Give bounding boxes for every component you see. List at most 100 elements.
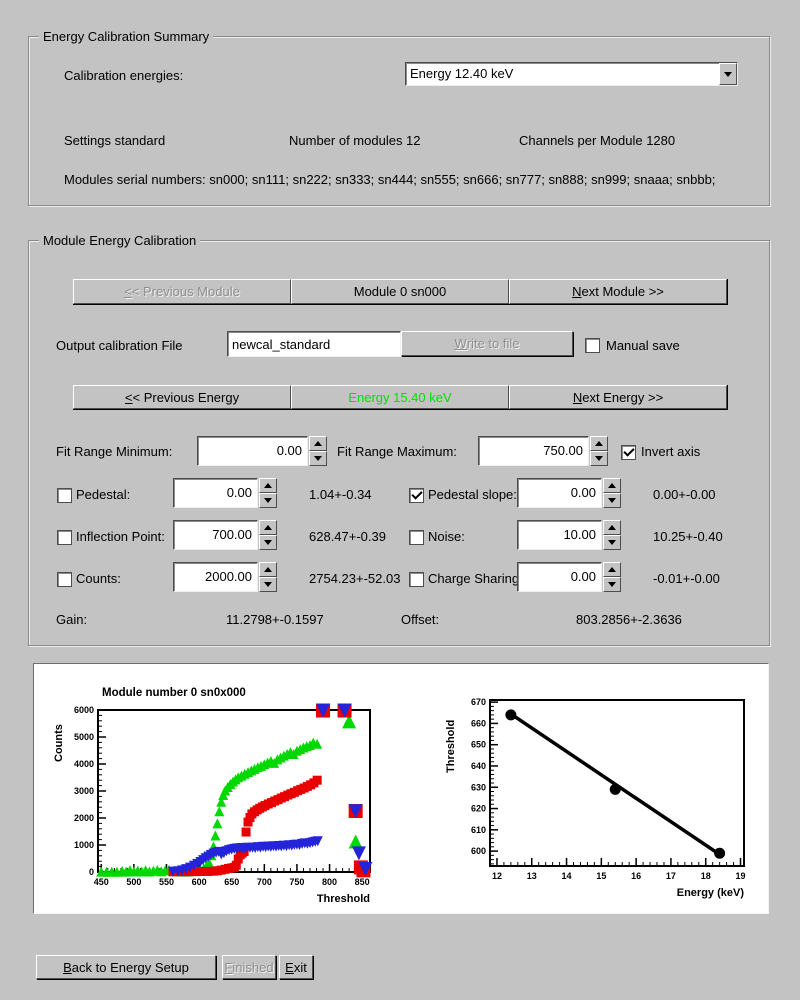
gain-label: Gain: [56,612,88,627]
noise-spinbox: 10.00 [517,520,621,550]
arrow-up-icon [314,441,322,446]
group-title: Energy Calibration Summary [39,29,214,44]
counts-field[interactable]: 2000.00 [173,562,258,592]
previous-module-button[interactable]: < < Previous Module [73,279,291,304]
noise-checkbox[interactable] [409,530,424,545]
gain-value: 11.2798+-0.1597 [226,612,324,627]
inflection-point-spinbox: 700.00 [173,520,277,550]
inflection-point-field[interactable]: 700.00 [173,520,258,550]
pedestal-field[interactable]: 0.00 [173,478,258,508]
svg-text:6000: 6000 [74,705,94,715]
fit-range-min-field[interactable]: 0.00 [197,436,308,466]
noise-field[interactable]: 10.00 [517,520,602,550]
svg-text:5000: 5000 [74,732,94,742]
spin-up-button[interactable] [603,520,621,535]
spin-down-button[interactable] [259,535,277,550]
svg-text:17: 17 [666,871,676,881]
invert-axis-checkbox[interactable] [621,445,636,460]
fit-range-max-spinbox: 750.00 [478,436,608,466]
scurve-chart: 450 500 550 600 650 700 750 800 850 0 1000 2000 3000… [53,687,373,905]
previous-energy-button[interactable]: < < Previous Energy [73,385,291,409]
charge-sharing-checkbox[interactable] [409,572,424,587]
charge-sharing-spinbox: 0.00 [517,562,621,592]
spin-down-button[interactable] [590,451,608,466]
output-file-input[interactable] [227,331,401,357]
inflection-point-label: Inflection Point: [76,529,165,544]
arrow-up-icon [264,567,272,572]
serial-numbers-label: Modules serial numbers: sn000; sn111; sn… [64,172,716,187]
settings-label: Settings standard [64,133,166,148]
svg-text:12: 12 [492,871,502,881]
spin-up-button[interactable] [259,562,277,577]
svg-text:640: 640 [471,761,486,771]
chevron-down-icon [724,71,732,77]
spin-up-button[interactable] [603,562,621,577]
pedestal-slope-result: 0.00+-0.00 [653,487,716,502]
svg-text:800: 800 [322,877,337,887]
pedestal-slope-field[interactable]: 0.00 [517,478,602,508]
current-module-button[interactable]: Module 0 sn000 [291,279,509,304]
svg-text:14: 14 [562,871,572,881]
fit-range-max-field[interactable]: 750.00 [478,436,589,466]
spin-down-button[interactable] [259,577,277,592]
fit-range-max-label: Fit Range Maximum: [337,444,457,459]
svg-text:650: 650 [224,877,239,887]
svg-text:700: 700 [257,877,272,887]
spin-up-button[interactable] [590,436,608,451]
pedestal-result: 1.04+-0.34 [309,487,372,502]
number-of-modules-label: Number of modules 12 [289,133,421,148]
dropdown-arrow-button[interactable] [719,63,737,85]
spin-down-button[interactable] [603,577,621,592]
plot-panel: 450 500 550 600 650 700 750 800 850 0 1000 2000 3000… [33,663,769,914]
manual-save-checkbox[interactable] [585,338,600,353]
noise-label: Noise: [428,529,465,544]
svg-text:660: 660 [471,718,486,728]
svg-text:3000: 3000 [74,786,94,796]
svg-text:630: 630 [471,782,486,792]
group-title: Module Energy Calibration [39,233,201,248]
spin-up-button[interactable] [259,478,277,493]
counts-label: Counts: [76,571,121,586]
energy-calibration-summary-group: Energy Calibration Summary Calibration e… [28,29,770,206]
inflection-point-checkbox[interactable] [57,530,72,545]
spin-up-button[interactable] [309,436,327,451]
fit-range-min-label: Fit Range Minimum: [56,444,173,459]
inflection-point-result: 628.47+-0.39 [309,529,386,544]
svg-text:19: 19 [736,871,746,881]
counts-result: 2754.23+-52.03 [309,571,401,586]
channels-per-module-label: Channels per Module 1280 [519,133,676,148]
arrow-down-icon [595,456,603,461]
spin-down-button[interactable] [603,493,621,508]
spin-up-button[interactable] [603,478,621,493]
spin-down-button[interactable] [259,493,277,508]
pedestal-slope-checkbox[interactable] [409,488,424,503]
spin-up-button[interactable] [259,520,277,535]
counts-checkbox[interactable] [57,572,72,587]
pedestal-checkbox[interactable] [57,488,72,503]
svg-text:16: 16 [631,871,641,881]
counts-spinbox: 2000.00 [173,562,277,592]
current-energy-button[interactable]: Energy 15.40 keV [291,385,509,409]
arrow-down-icon [608,582,616,587]
svg-text:0: 0 [89,867,94,877]
calibration-energy-dropdown[interactable]: Energy 12.40 keV [405,62,738,86]
svg-text:670: 670 [471,697,486,707]
svg-text:13: 13 [527,871,537,881]
fit-range-min-spinbox: 0.00 [197,436,327,466]
spin-down-button[interactable] [309,451,327,466]
charge-sharing-field[interactable]: 0.00 [517,562,602,592]
arrow-up-icon [608,567,616,572]
svg-text:650: 650 [471,740,486,750]
pedestal-slope-spinbox: 0.00 [517,478,621,508]
svg-text:550: 550 [159,877,174,887]
dropdown-selected-value: Energy 12.40 keV [410,66,514,81]
spin-down-button[interactable] [603,535,621,550]
calibration-energies-label: Calibration energies: [64,68,184,83]
